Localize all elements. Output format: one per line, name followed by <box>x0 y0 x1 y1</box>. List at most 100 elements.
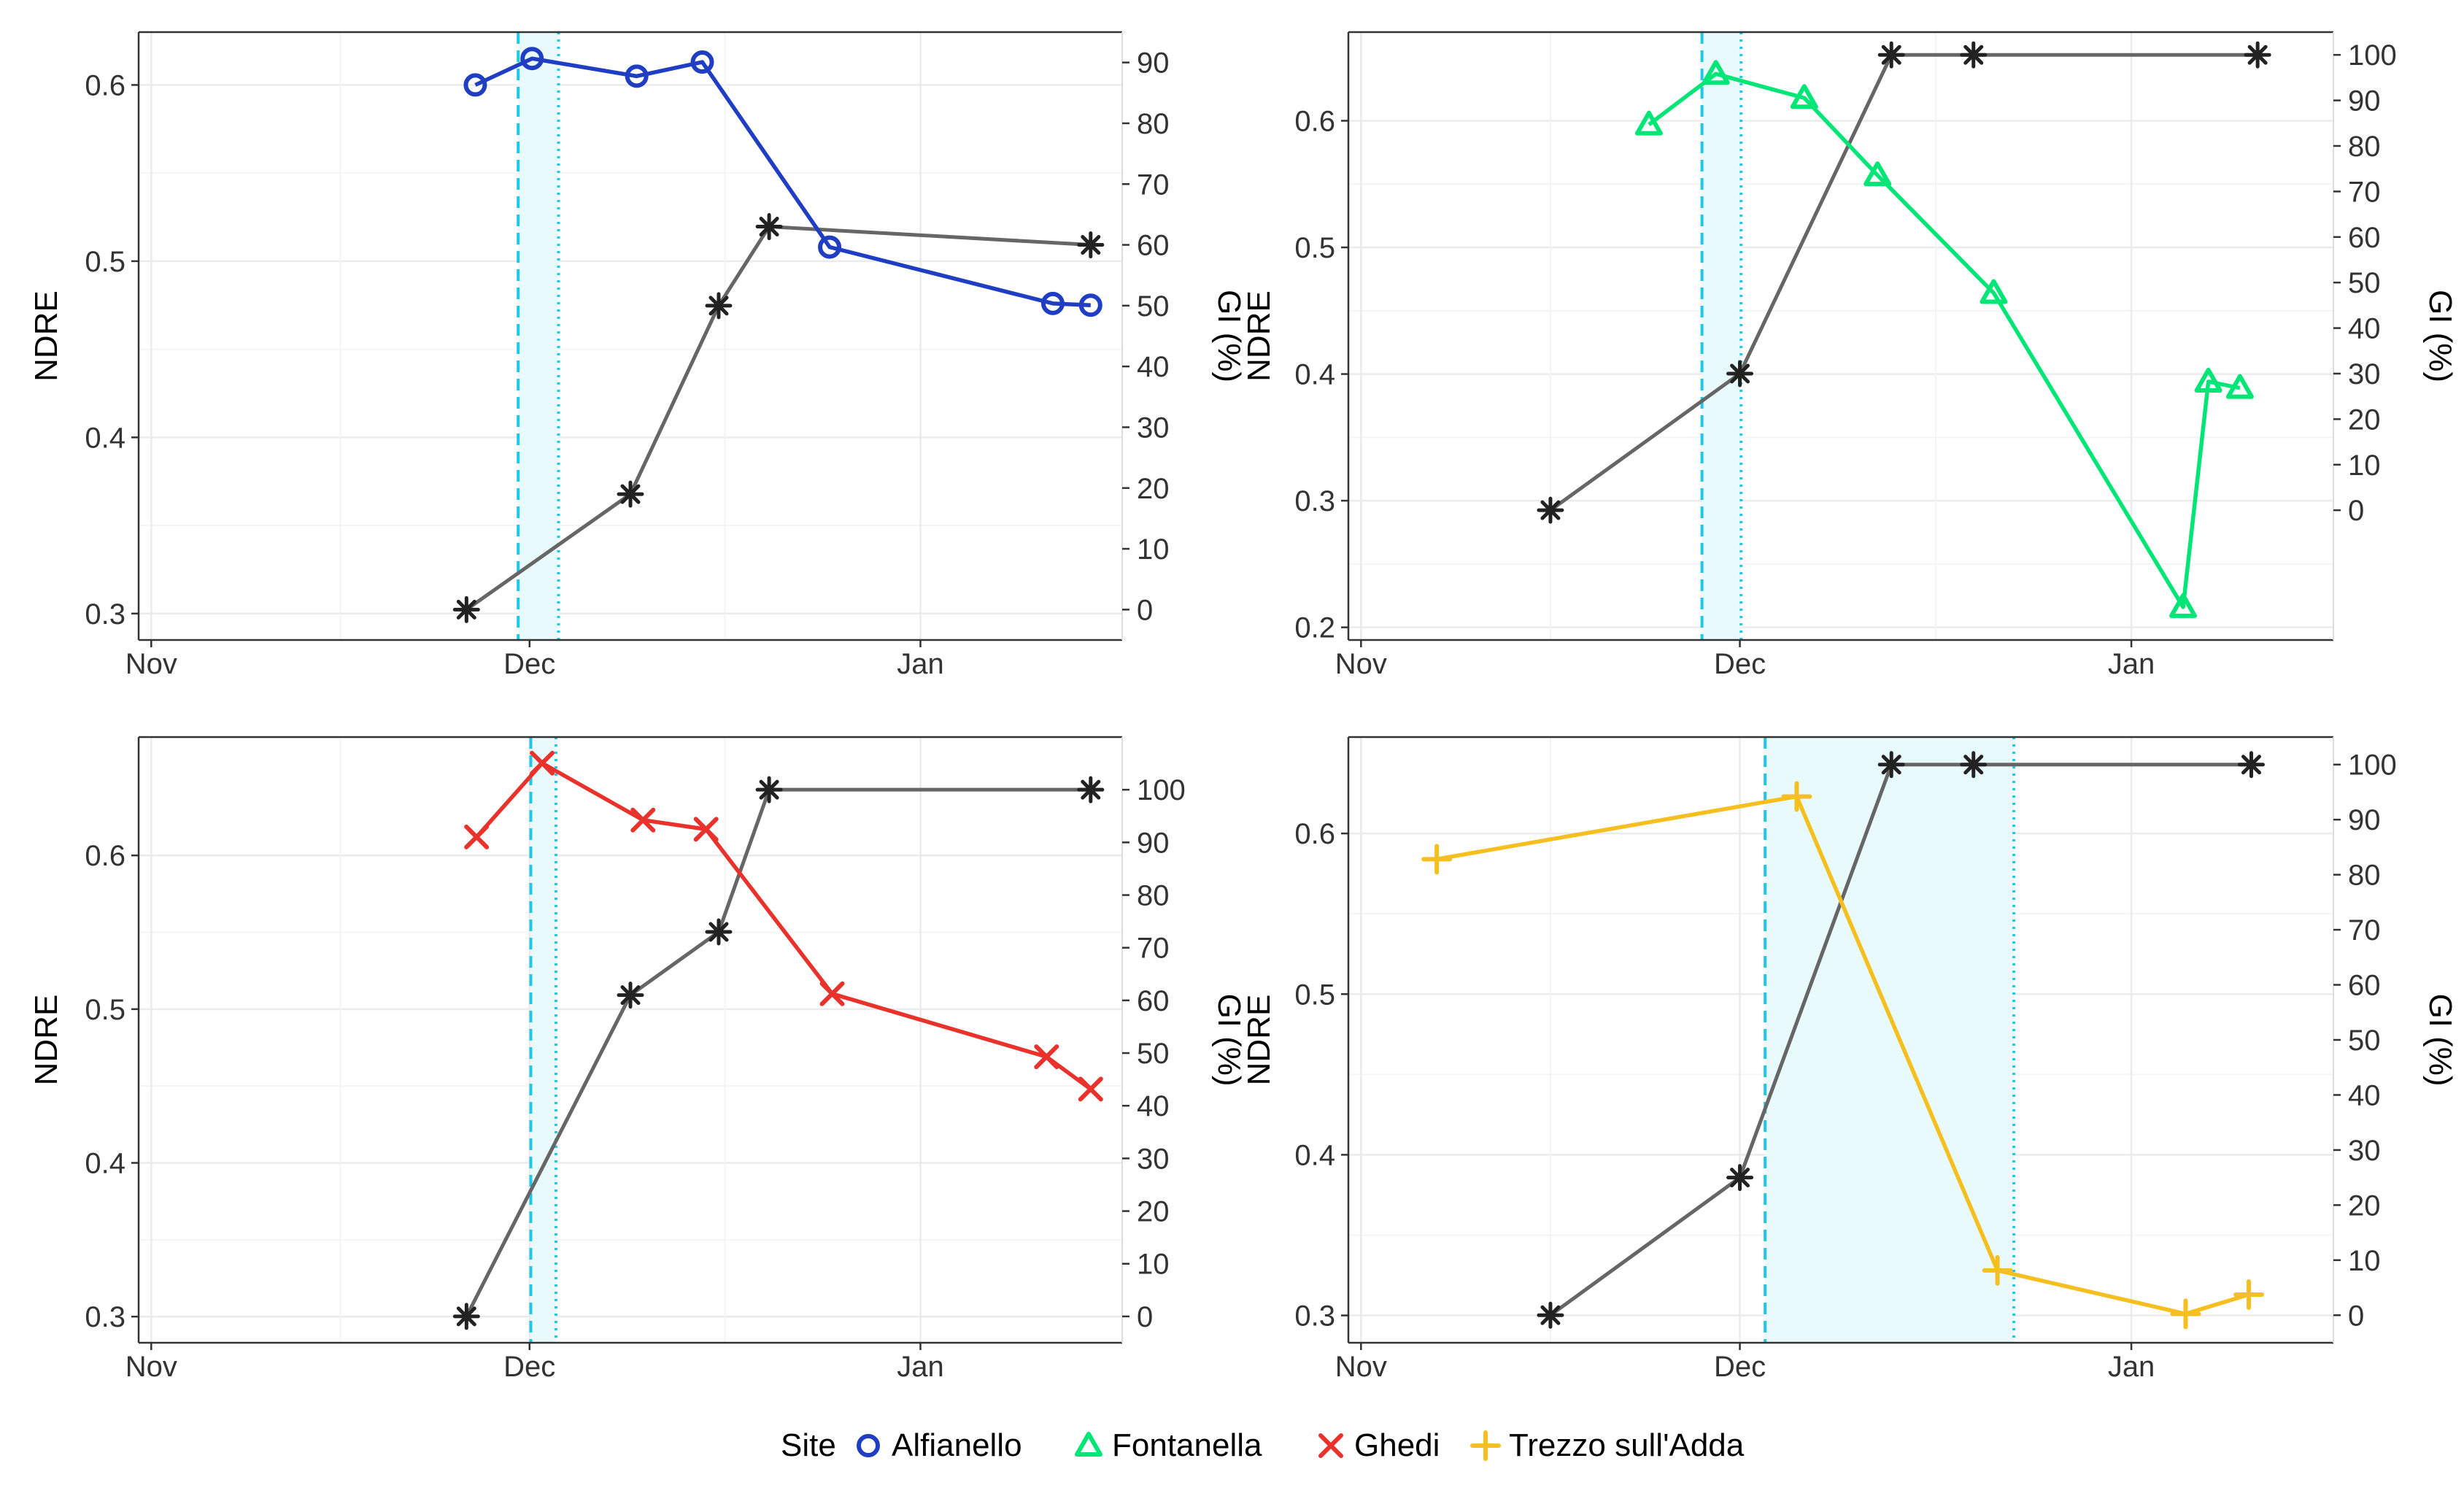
y2-tick-label: 70 <box>1137 933 1170 965</box>
y-axis-title: NDRE <box>28 290 64 382</box>
y2-tick-label: 30 <box>2348 358 2381 390</box>
treatment-window <box>518 32 559 640</box>
y-tick-label: 0.6 <box>85 840 125 872</box>
ndre-point <box>818 235 842 259</box>
y2-axis-title: GI (%) <box>1211 993 1247 1086</box>
y-tick-label: 0.3 <box>1294 1300 1335 1333</box>
gridlines <box>1348 32 2333 640</box>
gridlines <box>139 737 1122 1343</box>
y2-axis-title: GI (%) <box>2422 993 2458 1086</box>
y-axis-title: NDRE <box>1241 995 1277 1086</box>
y2-tick-label: 10 <box>1137 533 1170 566</box>
ndre-point <box>1790 84 1818 109</box>
ndre-point <box>520 47 544 71</box>
ndre-point <box>2169 593 2198 618</box>
legend-title: Site <box>781 1427 836 1463</box>
x-tick-label: Dec <box>1714 648 1766 680</box>
ndre-point <box>1421 844 1453 875</box>
ndre-point <box>530 750 555 776</box>
panel-fontanella: 0.2 0.3 0.4 0.5 0.6 0 10 20 30 40 50 60 70 80 90 100 Nov… <box>1241 31 2458 680</box>
gi-point <box>705 292 733 320</box>
ndre-point <box>1781 781 1812 812</box>
gi-point <box>1960 41 1988 69</box>
gi-point <box>705 918 733 946</box>
ndre-point <box>1034 1044 1059 1070</box>
y2-tick-label: 90 <box>1137 47 1170 80</box>
y2-tick-label: 90 <box>1137 827 1170 859</box>
ndre-point <box>1078 293 1102 317</box>
legend-marker-cross <box>1318 1433 1343 1458</box>
x-tick-label: Jan <box>897 648 944 680</box>
y-tick-label: 0.4 <box>1294 359 1335 391</box>
y2-tick-label: 90 <box>2348 804 2381 836</box>
panel-alfianello: 0.3 0.4 0.5 0.6 0 10 20 30 40 50 60 70 80 90 Nov Dec Jan… <box>28 31 1247 680</box>
y-axis-title: NDRE <box>1241 290 1277 382</box>
y2-tick-label: 10 <box>2348 1245 2381 1277</box>
y-axis-title: NDRE <box>28 995 64 1086</box>
panel-background <box>1348 32 2333 640</box>
ndre-point <box>693 817 719 842</box>
y2-tick-label: 0 <box>2348 495 2364 527</box>
y-tick-label: 0.4 <box>85 1148 125 1180</box>
y2-tick-label: 50 <box>1137 290 1170 323</box>
x-tick-label: Nov <box>125 648 177 680</box>
ndre-line <box>474 56 1091 307</box>
ndre-point <box>690 50 714 74</box>
gi-point <box>2244 41 2271 69</box>
x-tick-label: Nov <box>125 1351 177 1383</box>
gi-point <box>1077 231 1105 259</box>
ndre-point <box>464 824 490 849</box>
ndre-point <box>1982 1254 2013 1286</box>
ndre-point <box>463 73 487 97</box>
y-tick-label: 0.4 <box>1294 1139 1335 1171</box>
y2-tick-label: 0 <box>1137 594 1153 626</box>
gi-point <box>452 595 480 623</box>
ndre-point <box>2170 1298 2201 1330</box>
x-tick-label: Nov <box>1335 648 1387 680</box>
y2-tick-label: 100 <box>2348 39 2397 72</box>
y2-tick-label: 20 <box>1137 473 1170 505</box>
y-tick-label: 0.4 <box>85 422 125 454</box>
ndre-point <box>1078 1076 1103 1102</box>
y2-tick-label: 70 <box>2348 176 2381 208</box>
gi-point <box>1877 751 1905 779</box>
y2-tick-label: 80 <box>1137 880 1170 912</box>
y-tick-label: 0.6 <box>1294 818 1335 850</box>
ndre-point <box>1864 161 1892 187</box>
y2-axis-title: GI (%) <box>2422 290 2458 382</box>
y2-tick-label: 20 <box>2348 1190 2381 1222</box>
y-tick-label: 0.6 <box>1294 105 1335 137</box>
gi-point <box>1960 751 1988 779</box>
ndre-line <box>1648 72 2241 609</box>
legend-marker-circle <box>857 1434 880 1457</box>
ndre-point <box>2225 374 2254 399</box>
y2-tick-label: 60 <box>1137 985 1170 1017</box>
treatment-window <box>1702 32 1742 640</box>
x-tick-label: Jan <box>2108 1351 2155 1383</box>
legend-item-label: Trezzo sull'Adda <box>1509 1427 1745 1463</box>
gi-point <box>1537 496 1564 524</box>
y2-tick-label: 80 <box>2348 131 2381 163</box>
y2-tick-label: 60 <box>1137 230 1170 262</box>
y2-tick-label: 100 <box>2348 749 2397 782</box>
y-tick-label: 0.3 <box>1294 485 1335 517</box>
gi-point <box>1877 41 1905 69</box>
y2-tick-label: 10 <box>2348 450 2381 482</box>
gi-point <box>755 213 783 241</box>
x-tick-label: Jan <box>897 1351 944 1383</box>
x-tick-label: Nov <box>1335 1351 1387 1383</box>
y2-tick-label: 30 <box>1137 412 1170 444</box>
x-tick-label: Dec <box>503 1351 555 1383</box>
ndre-point <box>1980 279 2008 304</box>
y2-tick-label: 80 <box>1137 108 1170 140</box>
y2-axis-title: GI (%) <box>1211 290 1247 382</box>
y2-tick-label: 0 <box>1137 1301 1153 1333</box>
y-tick-label: 0.3 <box>85 1301 125 1333</box>
ndre-point <box>630 807 656 833</box>
y-tick-label: 0.5 <box>1294 232 1335 264</box>
y2-tick-label: 50 <box>1137 1038 1170 1070</box>
x-tick-label: Dec <box>1714 1351 1766 1383</box>
y2-tick-label: 50 <box>2348 1025 2381 1057</box>
y2-tick-label: 30 <box>1137 1143 1170 1175</box>
